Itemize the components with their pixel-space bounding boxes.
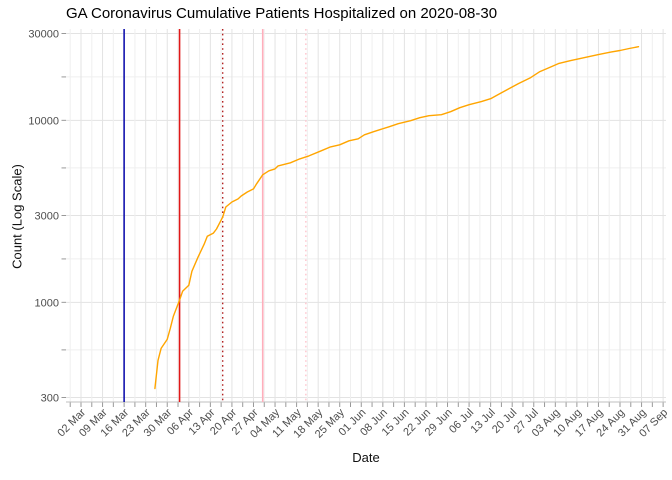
y-axis-title: Count (Log Scale) [9,164,25,269]
series-line [154,46,640,390]
y-tick-label: 30000 [28,29,59,41]
x-axis-title: Date [352,450,380,465]
chart-title: GA Coronavirus Cumulative Patients Hospi… [66,5,498,22]
y-tick-label: 3000 [35,211,59,223]
y-tick-label: 300 [41,393,59,405]
y-tick-label: 1000 [35,297,59,309]
y-tick-label: 10000 [28,115,59,127]
